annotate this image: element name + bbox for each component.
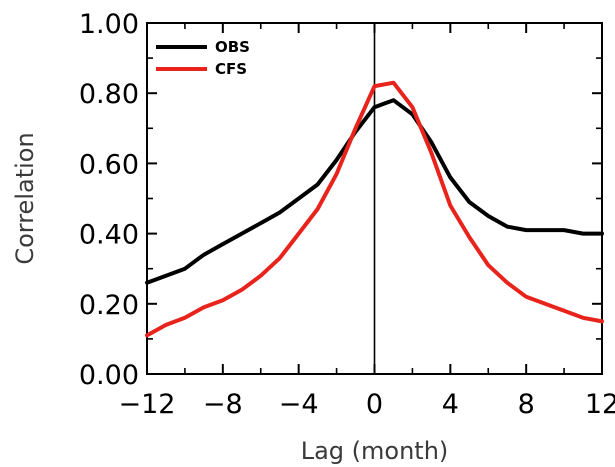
y-axis-title: Correlation xyxy=(11,132,39,264)
y-tick-label: 0.80 xyxy=(79,79,139,110)
legend: OBS CFS xyxy=(156,38,250,78)
y-tick-label: 0.00 xyxy=(79,360,139,391)
x-tick-label: −8 xyxy=(203,389,243,420)
x-tick-label: −4 xyxy=(279,389,319,420)
series-line-cfs xyxy=(145,80,604,338)
x-axis-ticks: −12 −8 −4 0 4 8 12 xyxy=(119,23,615,420)
x-tick-label: 4 xyxy=(442,389,459,420)
y-tick-label: 0.60 xyxy=(79,149,139,180)
y-tick-label: 0.40 xyxy=(79,220,139,251)
series-lines xyxy=(145,80,604,338)
x-tick-label: −12 xyxy=(119,389,176,420)
legend-label-cfs: CFS xyxy=(215,60,247,78)
x-axis-title: Lag (month) xyxy=(301,437,449,465)
y-tick-label: 0.20 xyxy=(79,290,139,321)
legend-label-obs: OBS xyxy=(215,38,250,56)
x-tick-label: 8 xyxy=(518,389,535,420)
y-axis-ticks: 0.00 0.20 0.40 0.60 0.80 1.00 xyxy=(79,9,602,391)
series-line-obs xyxy=(145,98,604,285)
x-tick-label: 0 xyxy=(366,389,383,420)
y-tick-label: 1.00 xyxy=(79,9,139,40)
x-tick-label: 12 xyxy=(585,389,615,420)
